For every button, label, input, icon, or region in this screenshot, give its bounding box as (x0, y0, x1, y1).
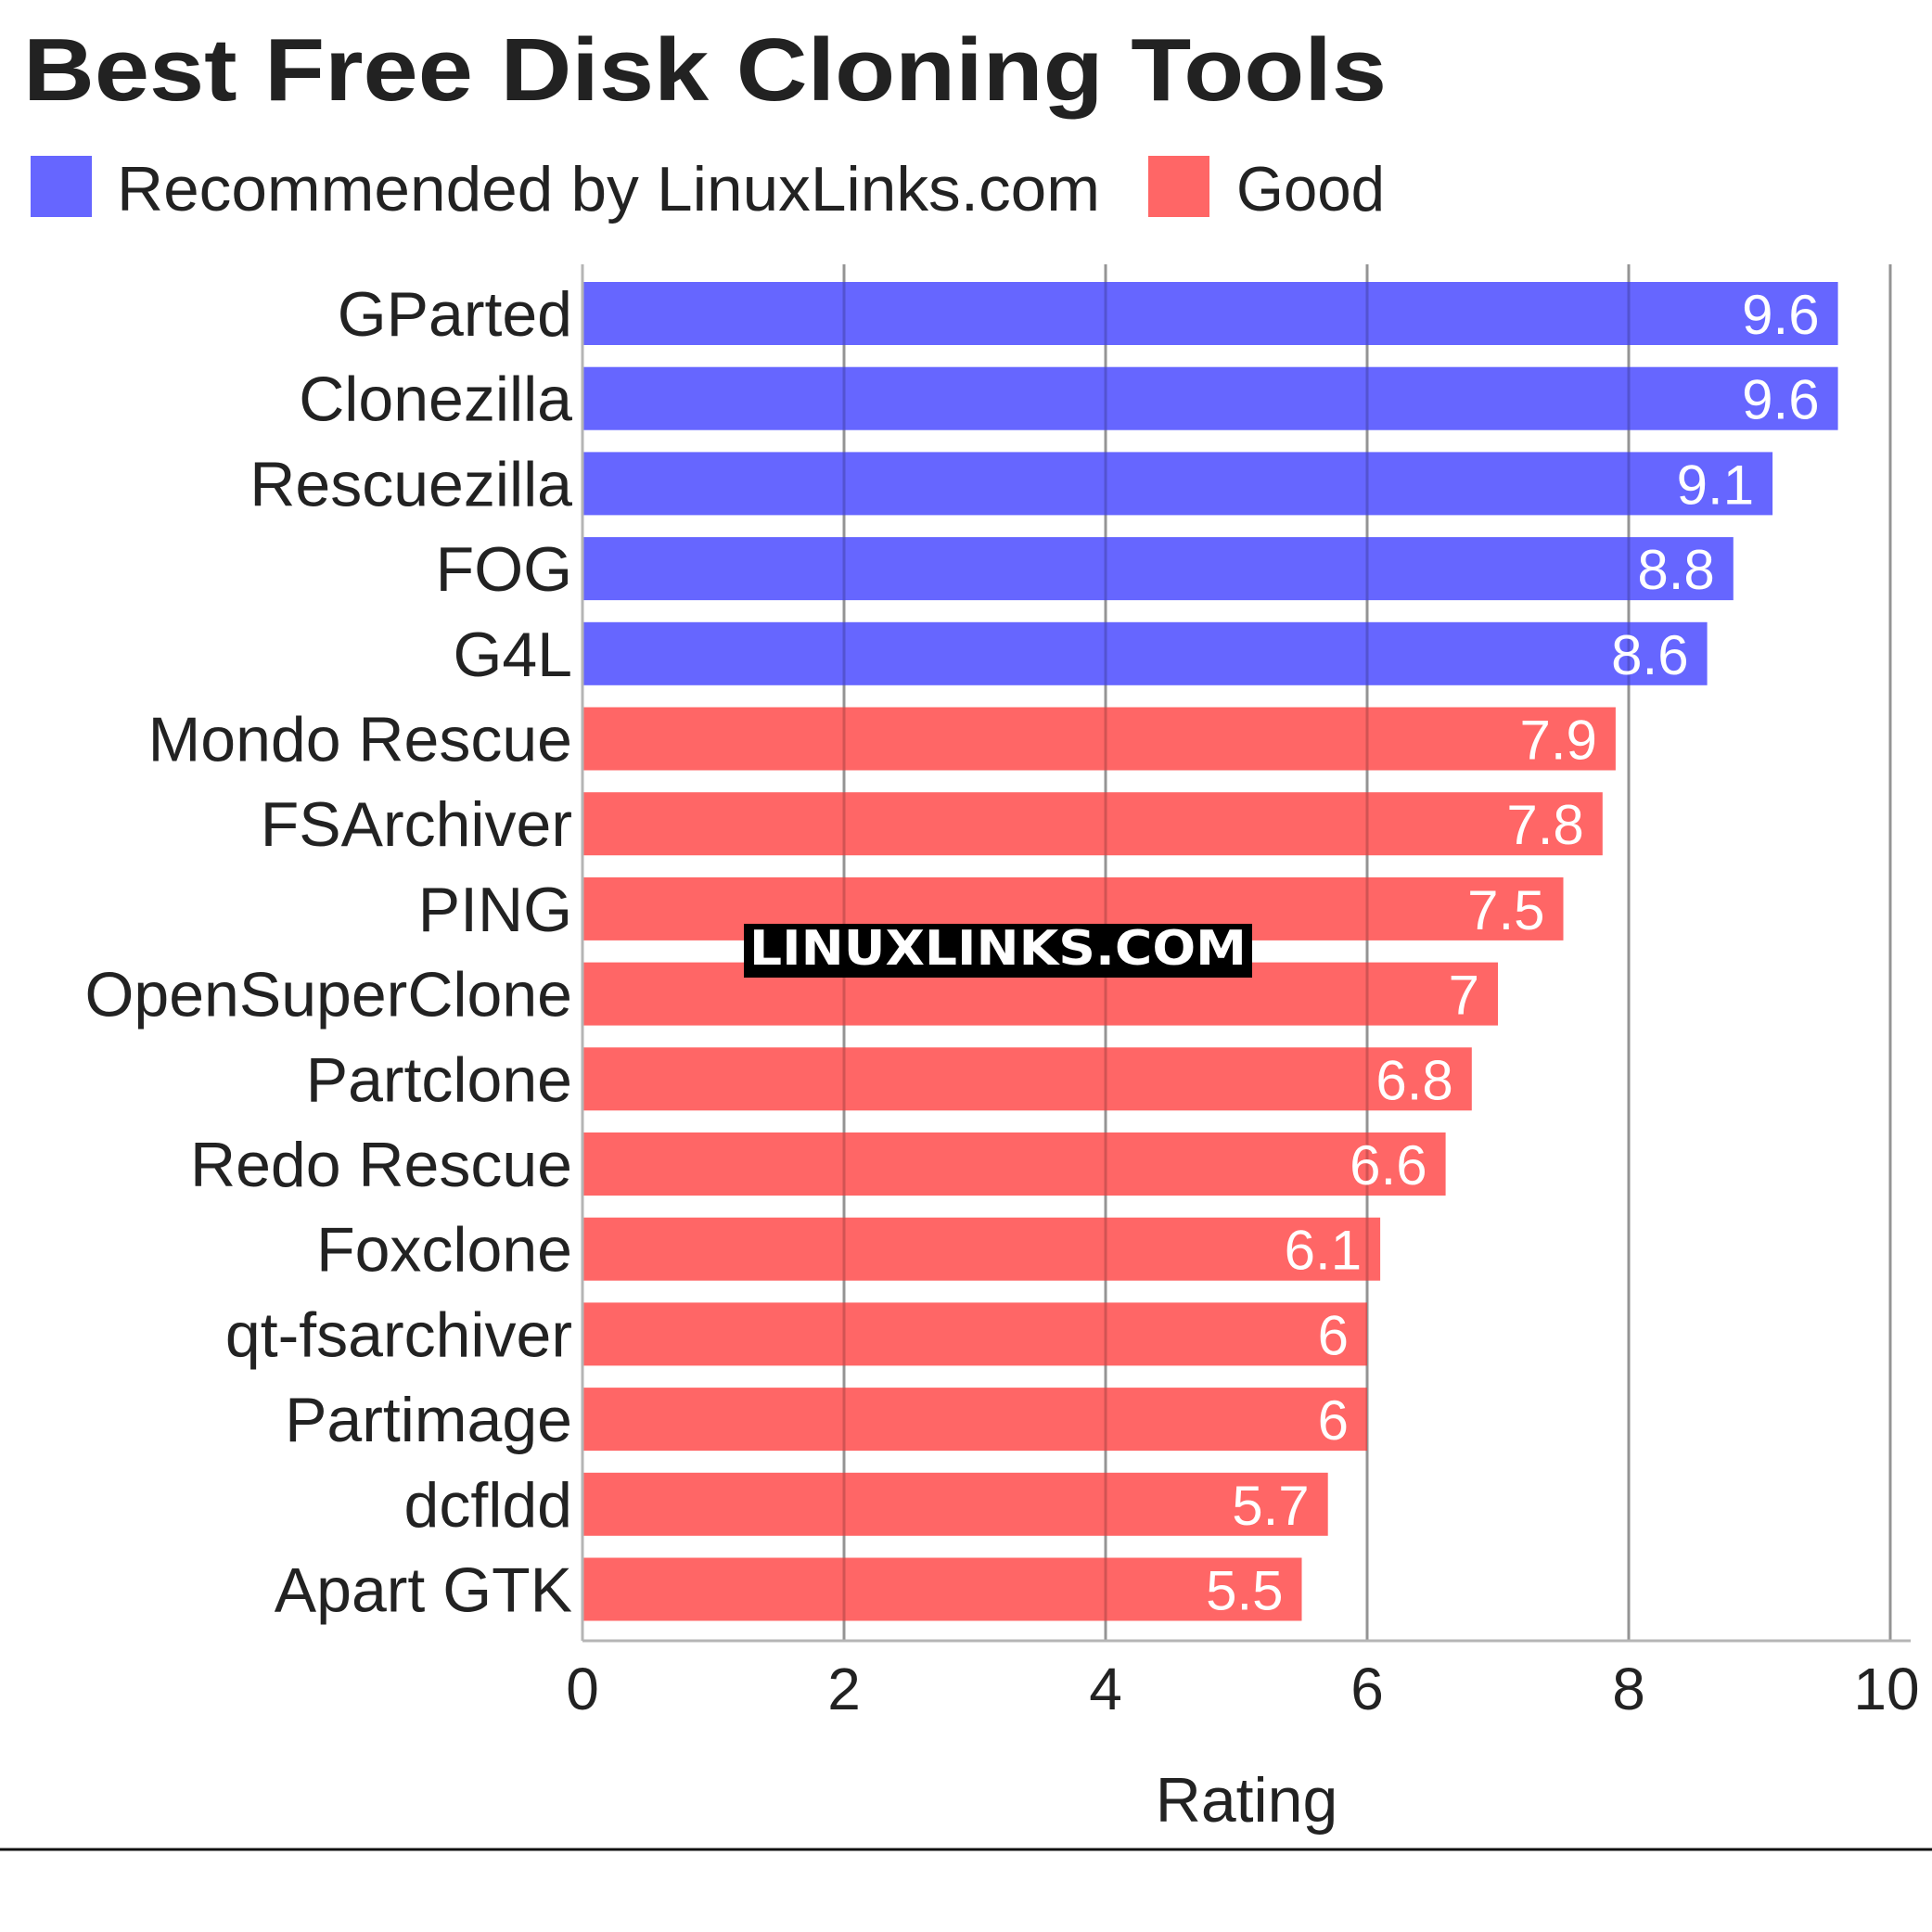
value-label: 9.1 (1677, 454, 1754, 516)
bar (582, 1472, 1328, 1536)
x-axis-label: Rating (1156, 1765, 1338, 1836)
category-label: FSArchiver (261, 789, 572, 860)
value-labels: 9.69.69.18.88.67.97.87.576.86.66.1665.75… (1206, 284, 1820, 1622)
x-tick-label: 6 (1350, 1656, 1384, 1722)
value-label: 9.6 (1742, 369, 1819, 431)
bar (582, 1217, 1381, 1281)
bar (582, 537, 1734, 601)
category-label: G4L (453, 620, 572, 690)
category-label: Partimage (285, 1385, 572, 1455)
legend-label-recommended: Recommended by LinuxLinks.com (117, 154, 1100, 224)
value-label: 7.9 (1519, 710, 1596, 772)
category-label: Foxclone (316, 1215, 572, 1286)
category-label: OpenSuperClone (85, 960, 572, 1030)
category-label: Apart GTK (275, 1555, 572, 1626)
category-label: FOG (436, 534, 572, 605)
category-label: Partclone (306, 1044, 572, 1115)
legend: Recommended by LinuxLinks.com Good (31, 154, 1385, 224)
legend-label-good: Good (1236, 154, 1385, 224)
value-label: 6 (1318, 1304, 1349, 1366)
category-label: Rescuezilla (249, 449, 572, 519)
bar (582, 1302, 1367, 1366)
watermark: LINUXLINKS.COM (744, 921, 1252, 978)
bar (582, 282, 1838, 345)
legend-swatch-good (1148, 156, 1209, 217)
category-label: Mondo Rescue (148, 705, 572, 775)
chart-title: Best Free Disk Cloning Tools (23, 20, 1387, 120)
value-label: 7 (1449, 965, 1479, 1027)
value-label: 6 (1318, 1389, 1349, 1452)
category-label: PING (418, 875, 572, 945)
category-label: Redo Rescue (190, 1130, 572, 1200)
x-tick-label: 8 (1612, 1656, 1645, 1722)
bar (582, 366, 1838, 430)
bar (582, 621, 1708, 685)
bar (582, 1047, 1472, 1111)
category-label: qt-fsarchiver (225, 1299, 572, 1370)
value-label: 8.6 (1611, 624, 1688, 686)
watermark-box (744, 924, 1252, 978)
value-label: 7.5 (1467, 879, 1544, 941)
bar (582, 792, 1603, 856)
bar (582, 452, 1773, 516)
value-label: 9.6 (1742, 284, 1819, 346)
x-tick-labels: 0 2 4 6 8 10 (566, 1656, 1919, 1722)
bar (582, 1132, 1446, 1196)
bar (582, 1388, 1367, 1452)
value-label: 6.1 (1285, 1220, 1362, 1282)
value-label: 6.8 (1375, 1049, 1452, 1111)
value-label: 5.7 (1232, 1475, 1309, 1537)
x-tick-label: 2 (827, 1656, 861, 1722)
x-tick-label: 10 (1853, 1656, 1919, 1722)
value-label: 7.8 (1506, 794, 1583, 856)
category-label: Clonezilla (299, 365, 572, 435)
bar (582, 1557, 1302, 1621)
value-label: 8.8 (1637, 539, 1714, 601)
bars (582, 282, 1838, 1621)
category-labels: GParted Clonezilla Rescuezilla FOG G4L Mondo … (85, 279, 573, 1626)
bar (582, 707, 1616, 771)
category-label: GParted (338, 279, 572, 350)
value-label: 5.5 (1206, 1560, 1283, 1622)
legend-swatch-recommended (31, 156, 92, 217)
x-tick-label: 4 (1089, 1656, 1122, 1722)
value-label: 6.6 (1350, 1134, 1427, 1196)
x-tick-label: 0 (566, 1656, 599, 1722)
watermark-text: LINUXLINKS.COM (749, 921, 1247, 977)
category-label: dcfldd (404, 1470, 572, 1541)
